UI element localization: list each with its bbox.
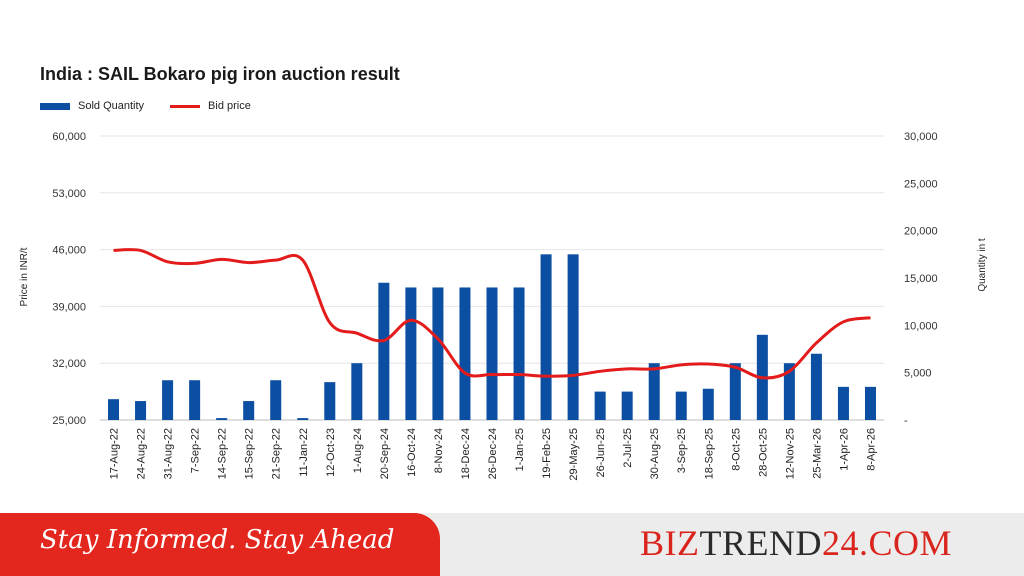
y-axis-label-left: Price in INR/t — [19, 247, 30, 306]
brand-part-trend: TREND — [699, 523, 822, 563]
x-tick-label: 12-Nov-25 — [784, 428, 796, 479]
x-tick-label: 20-Sep-24 — [379, 428, 391, 479]
bar — [135, 401, 147, 420]
bar — [216, 418, 228, 420]
x-tick-label: 11-Jan-22 — [298, 428, 310, 477]
bar — [810, 353, 822, 420]
x-tick-label: 29-May-25 — [568, 428, 580, 481]
chart-legend: Sold Quantity Bid price — [40, 100, 277, 112]
right-tick-label: 5,000 — [904, 368, 932, 380]
x-tick-label: 18-Sep-25 — [703, 428, 715, 479]
legend-item-sold-quantity: Sold Quantity — [40, 100, 144, 112]
x-tick-label: 2-Jul-25 — [622, 428, 634, 468]
x-tick-label: 14-Sep-22 — [217, 428, 229, 479]
bar-series-sold-quantity — [108, 254, 876, 420]
line-series-bid-price — [113, 248, 871, 380]
right-tick-label: - — [904, 415, 908, 427]
bar — [702, 388, 714, 420]
bar — [837, 386, 849, 420]
x-tick-label: 25-Mar-26 — [811, 428, 823, 479]
left-axis-ticks: 60,000 53,000 46,000 39,000 32,000 25,000 — [52, 131, 86, 427]
right-tick-label: 10,000 — [904, 320, 938, 332]
bar — [621, 391, 633, 420]
bar — [432, 287, 444, 420]
y-axis-label-right: Quantity in t — [977, 238, 988, 292]
right-tick-label: 15,000 — [904, 273, 938, 285]
x-tick-label: 1-Jan-25 — [514, 428, 526, 471]
bar — [486, 287, 498, 420]
x-tick-label: 8-Apr-26 — [865, 428, 877, 471]
bar — [594, 391, 606, 420]
x-tick-label: 3-Sep-25 — [676, 428, 688, 473]
x-tick-label: 21-Sep-22 — [271, 428, 283, 479]
bar — [459, 287, 471, 420]
legend-swatch-bar — [40, 102, 70, 110]
legend-label-sold-quantity: Sold Quantity — [78, 100, 145, 112]
bar — [864, 386, 876, 420]
right-axis-ticks: 30,000 25,000 20,000 15,000 10,000 5,000 - — [904, 131, 938, 427]
bar — [297, 418, 309, 420]
left-tick-label: 46,000 — [52, 245, 86, 257]
bar — [243, 401, 255, 420]
right-tick-label: 25,000 — [904, 178, 938, 190]
x-tick-label: 8-Oct-25 — [730, 428, 742, 471]
left-tick-label: 32,000 — [52, 358, 86, 370]
combo-chart: 60,000 53,000 46,000 39,000 32,000 25,000 30,… — [19, 131, 988, 481]
left-tick-label: 60,000 — [52, 131, 86, 143]
legend-swatch-line — [170, 104, 201, 108]
legend-label-bid-price: Bid price — [208, 100, 251, 112]
bar — [405, 287, 417, 420]
x-tick-label: 28-Oct-25 — [757, 428, 769, 477]
x-tick-label: 16-Oct-24 — [406, 428, 418, 477]
x-tick-label: 17-Aug-22 — [109, 428, 121, 479]
bar — [540, 254, 552, 420]
brand-logo[interactable]: BIZTREND24.COM — [640, 522, 952, 564]
bar — [729, 363, 741, 420]
left-tick-label: 25,000 — [52, 415, 86, 427]
bar — [648, 363, 660, 420]
x-tick-label: 1-Aug-24 — [352, 428, 364, 473]
x-tick-label: 19-Feb-25 — [541, 428, 553, 479]
x-tick-label: 1-Apr-26 — [838, 428, 850, 471]
x-tick-label: 12-Oct-23 — [325, 428, 337, 477]
bar — [567, 254, 579, 420]
right-tick-label: 20,000 — [904, 226, 938, 238]
x-tick-label: 8-Nov-24 — [433, 428, 445, 473]
bar — [108, 399, 120, 420]
x-tick-label: 30-Aug-25 — [649, 428, 661, 479]
brand-part-24com: 24.COM — [822, 523, 953, 563]
legend-item-bid-price: Bid price — [170, 100, 251, 112]
x-tick-label: 18-Dec-24 — [460, 428, 472, 479]
x-tick-label: 24-Aug-22 — [136, 428, 148, 479]
bar — [189, 380, 201, 420]
bar — [270, 380, 282, 420]
right-tick-label: 30,000 — [904, 131, 938, 143]
bar — [324, 382, 336, 420]
left-tick-label: 39,000 — [52, 301, 86, 313]
brand-part-biz: BIZ — [640, 523, 700, 563]
x-tick-label: 31-Aug-22 — [163, 428, 175, 479]
chart-title: India : SAIL Bokaro pig iron auction res… — [40, 64, 400, 84]
x-tick-label: 26-Jun-25 — [595, 428, 607, 478]
footer-red-banner — [0, 513, 440, 576]
x-tick-label: 26-Dec-24 — [487, 428, 499, 479]
x-tick-label: 15-Sep-22 — [244, 428, 256, 479]
bar — [162, 380, 174, 420]
bar — [783, 363, 795, 420]
bid-price-line — [113, 248, 871, 380]
x-tick-label: 7-Sep-22 — [190, 428, 202, 473]
bar — [513, 287, 525, 420]
bar — [378, 282, 390, 420]
x-axis-ticks: 17-Aug-22 24-Aug-22 31-Aug-22 7-Sep-22 14-Se… — [109, 428, 878, 481]
footer-tagline: Stay Informed. Stay Ahead — [40, 525, 395, 555]
bar — [675, 391, 687, 420]
bar — [351, 363, 363, 420]
left-tick-label: 53,000 — [52, 188, 86, 200]
